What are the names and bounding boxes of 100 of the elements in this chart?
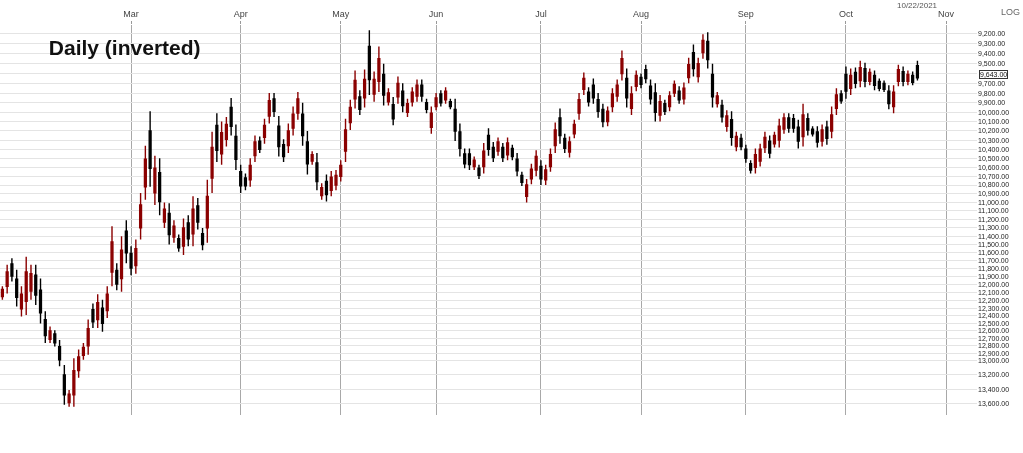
- text: 10/22/2021: [897, 1, 938, 10]
- candlestick: [234, 123, 238, 171]
- candlestick: [682, 81, 686, 106]
- candlestick: [648, 78, 653, 106]
- candlestick: [215, 112, 219, 163]
- candlestick: [658, 94, 662, 123]
- candlestick: [825, 119, 829, 146]
- candlestick: [100, 298, 105, 333]
- candlestick: [96, 293, 100, 329]
- candlestick: [768, 134, 772, 160]
- candlestick: [172, 219, 176, 244]
- candlestick: [482, 142, 486, 175]
- candlestick: [539, 159, 543, 186]
- candlestick: [248, 157, 252, 188]
- candlestick: [367, 29, 371, 96]
- candlestick: [43, 310, 47, 344]
- candlestick: [415, 78, 419, 103]
- candlestick: [663, 99, 667, 116]
- candlestick: [706, 31, 710, 70]
- x-tick-label: Sep: [737, 9, 754, 20]
- y-axis-title: LOG: [1001, 7, 1021, 17]
- candlestick: [510, 144, 514, 161]
- candlestick: [553, 121, 557, 154]
- candlestick: [486, 127, 491, 157]
- candlestick: [672, 79, 676, 98]
- candlestick: [606, 105, 610, 127]
- candlestick: [124, 219, 128, 264]
- candlestick: [558, 107, 562, 145]
- candlestick: [572, 119, 576, 140]
- candlestick: [19, 285, 24, 318]
- candlestick: [467, 147, 472, 171]
- candlestick: [749, 159, 753, 175]
- candlestick: [891, 84, 896, 114]
- candlestick: [729, 110, 734, 147]
- candlestick: [710, 62, 715, 109]
- candlestick: [472, 155, 476, 171]
- candlestick: [548, 147, 553, 173]
- candlestick: [853, 66, 858, 89]
- candlestick: [753, 147, 758, 175]
- candlestick: [281, 138, 286, 163]
- candlestick: [57, 339, 62, 368]
- candlestick: [901, 65, 905, 87]
- candlestick: [477, 163, 481, 180]
- candlestick: [258, 135, 262, 154]
- candlestick: [810, 125, 815, 138]
- candlestick: [267, 92, 271, 125]
- candlestick: [677, 85, 681, 105]
- candlestick: [534, 149, 538, 177]
- candlestick: [758, 143, 762, 168]
- candlestick: [353, 69, 357, 110]
- candlestick: [382, 62, 386, 107]
- candlestick: [401, 82, 405, 113]
- candlestick: [439, 89, 443, 108]
- candlestick: [77, 348, 81, 379]
- candlestick: [200, 227, 205, 251]
- candlestick: [277, 115, 281, 158]
- candlestick: [424, 98, 429, 114]
- candlestick: [734, 131, 738, 152]
- candlestick: [544, 163, 548, 186]
- candlestick: [315, 152, 319, 191]
- candlestick: [629, 85, 634, 116]
- candlestick: [38, 277, 43, 325]
- candlestick: [815, 125, 819, 149]
- candlestick: [167, 202, 171, 246]
- candlestick: [310, 150, 314, 166]
- candlestick: [653, 82, 657, 123]
- candlestick: [205, 179, 209, 244]
- candlestick: [0, 285, 4, 301]
- candlestick: [153, 154, 157, 206]
- candlestick: [348, 99, 352, 131]
- candlestick: [219, 120, 224, 166]
- candlestick: [15, 268, 19, 308]
- candlestick: [725, 109, 729, 133]
- candlestick: [463, 147, 467, 169]
- candlestick: [849, 67, 853, 96]
- x-tick-label: May: [332, 9, 350, 20]
- x-tick-label: Oct: [838, 9, 854, 20]
- candlestick: [177, 233, 181, 253]
- candlestick: [696, 56, 700, 84]
- candlestick: [362, 68, 367, 109]
- candlestick: [515, 152, 519, 177]
- candlestick: [868, 67, 872, 87]
- candlestick: [229, 97, 233, 137]
- candlestick: [801, 102, 805, 148]
- candlestick: [720, 99, 724, 124]
- candlestick: [162, 201, 167, 229]
- candlestick: [5, 264, 9, 295]
- candlestick: [358, 89, 362, 116]
- candlestick: [911, 70, 915, 87]
- text: Daily (inverted): [48, 36, 201, 60]
- candlestick: [158, 157, 162, 216]
- candlestick: [224, 116, 228, 148]
- candlestick: [243, 172, 248, 191]
- candlestick: [148, 110, 152, 188]
- candlestick: [143, 144, 147, 201]
- candlestick: [10, 257, 14, 283]
- candlestick: [863, 61, 867, 88]
- candlestick: [48, 325, 52, 344]
- candlestick: [691, 43, 696, 78]
- candlestick: [687, 56, 691, 85]
